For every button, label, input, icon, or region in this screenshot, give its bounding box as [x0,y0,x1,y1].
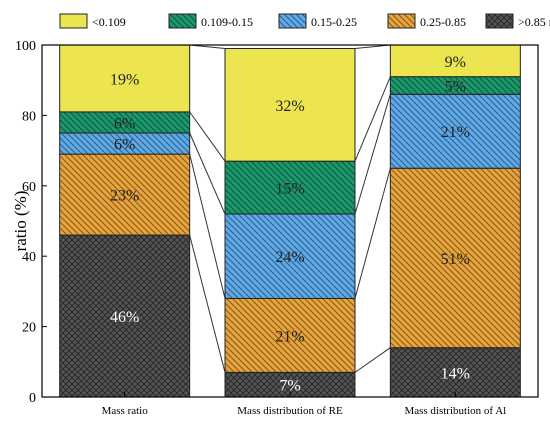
data-labels-layer: 46% 23% 6% 6% 19% 7% 21% 24% 15% 32% 14% 51% 21% 5% 9% [110,54,470,395]
data-label: 5% [445,78,466,95]
connectors-layer [189,44,391,373]
legend-label: <0.109 [92,15,126,29]
y-axis-title: ratio (%) [11,191,30,252]
legend-swatch [168,13,197,29]
data-label: 6% [114,137,135,154]
legend-label: 0.15-0.25 [311,15,357,29]
y-tick-label: 20 [22,321,36,336]
legend: <0.109 0.109-0.15 0.15-0.25 0.25-0.85 >0.85 … [59,13,550,29]
bar-segment [224,160,356,215]
legend-label: 0.109-0.15 [201,15,253,29]
x-category-label: Mass distribution of Al [404,405,506,417]
legend-swatch [387,13,416,29]
legend-item: >0.85 mm [485,13,550,29]
connector-line [354,168,391,299]
legend-swatch [485,13,514,29]
x-category-label: Mass ratio [102,405,149,417]
legend-label: 0.25-0.85 [420,15,466,29]
bar-segment [389,44,521,78]
y-tick-label: 100 [15,39,36,54]
y-tick-label: 80 [22,109,36,124]
data-label: 9% [445,54,466,71]
legend-item: <0.109 [59,13,126,29]
legend-item: 0.109-0.15 [168,13,253,29]
connector-line [354,347,391,373]
data-label: 51% [441,251,470,268]
x-category-label: Mass distribution of RE [237,405,343,417]
bar-segment [224,213,356,299]
legend-swatch [59,13,88,29]
data-label: 21% [441,124,470,141]
y-tick-label: 40 [22,250,36,265]
connector-line [189,154,226,299]
bar-segment [389,93,521,169]
axes-layer: 0 20 40 60 80 100 Mass ratio Mass distribution … [15,39,539,417]
data-label: 15% [275,181,304,198]
connector-line [354,76,391,162]
data-label: 6% [114,115,135,132]
data-label: 24% [275,249,304,266]
legend-swatch [278,13,307,29]
bar-segment [224,297,356,373]
data-label: 23% [110,188,139,205]
connector-line [189,132,226,215]
data-label: 21% [275,328,304,345]
connector-line [354,94,391,215]
y-tick-label: 60 [22,180,36,195]
y-tick-label: 0 [29,391,36,406]
data-label: 19% [110,71,139,88]
bar-segment [59,234,191,398]
data-label: 46% [110,309,139,326]
connector-line [189,234,226,373]
data-label: 7% [279,378,300,395]
legend-item: 0.15-0.25 [278,13,357,29]
bar-segment [389,167,521,349]
legend-item: 0.25-0.85 [387,13,466,29]
data-label: 32% [275,98,304,115]
bar-segment [224,48,356,162]
bar-segment [59,44,191,113]
legend-label: >0.85 mm [518,15,550,29]
bars-layer [59,44,521,398]
bar-segment [59,153,191,236]
connector-line [189,111,226,162]
data-label: 14% [441,365,470,382]
